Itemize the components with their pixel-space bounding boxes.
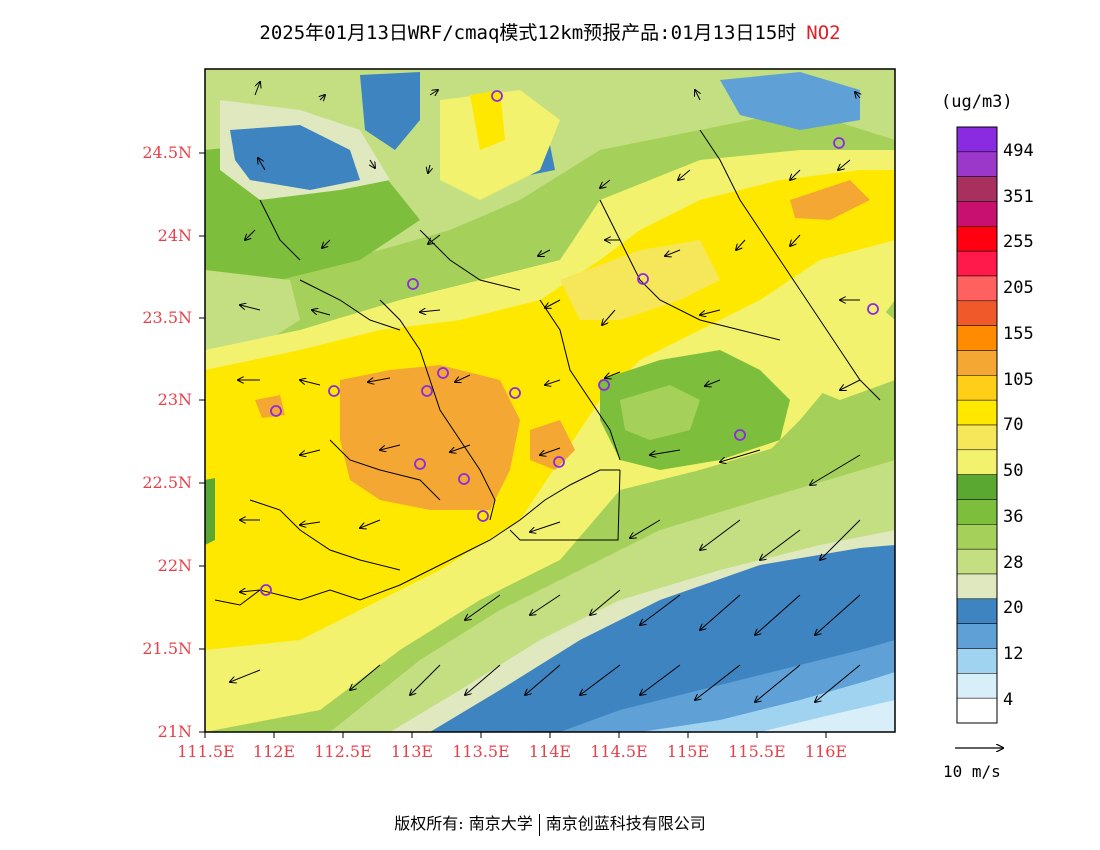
station-marker — [458, 473, 470, 485]
station-marker — [553, 456, 565, 468]
color-bar-swatch — [956, 524, 998, 550]
color-bar-swatch — [956, 226, 998, 252]
y-tick-label: 22N — [157, 556, 192, 575]
color-bar-swatch — [956, 623, 998, 649]
y-tick-label: 21N — [157, 722, 192, 741]
color-bar-swatch — [956, 648, 998, 674]
color-bar-swatch — [956, 449, 998, 475]
x-tick-label: 111.5E — [177, 742, 235, 761]
station-marker — [491, 90, 503, 102]
station-marker — [270, 405, 282, 417]
station-marker — [867, 303, 879, 315]
legend-label: 494 — [1003, 141, 1034, 161]
y-tick-label: 24.5N — [142, 143, 192, 162]
legend-label: 351 — [1003, 187, 1034, 207]
legend-label: 105 — [1003, 370, 1034, 390]
color-bar-swatch — [956, 176, 998, 202]
station-marker — [421, 385, 433, 397]
color-bar-swatch — [956, 151, 998, 177]
x-tick-label: 112E — [252, 742, 296, 761]
station-marker — [477, 510, 489, 522]
legend-label: 28 — [1003, 553, 1024, 573]
station-marker — [437, 367, 449, 379]
title-main: 2025年01月13日WRF/cmaq模式12km预报产品:01月13日15时 — [259, 22, 797, 44]
x-tick-label: 116E — [804, 742, 848, 761]
station-marker — [509, 387, 521, 399]
boundary-lines — [214, 129, 881, 606]
x-tick-label: 113.5E — [452, 742, 510, 761]
legend-label: 50 — [1003, 461, 1024, 481]
x-tick-label: 114.5E — [590, 742, 648, 761]
y-tick-label: 23.5N — [142, 308, 192, 327]
copyright-footer: 版权所有: 南京大学 南京创蓝科技有限公司 — [0, 810, 1100, 836]
color-bar-swatch — [956, 250, 998, 277]
color-bar-frame — [956, 126, 998, 724]
copyright-owner: 版权所有: 南京大学 — [394, 814, 533, 833]
color-bar-swatch — [956, 673, 998, 699]
legend-label: 70 — [1003, 415, 1024, 435]
station-marker — [598, 379, 610, 391]
color-bar-swatch — [956, 598, 998, 624]
legend-label: 12 — [1003, 644, 1024, 664]
footer-separator — [538, 813, 540, 836]
legend-label: 255 — [1003, 232, 1034, 252]
color-bar-swatch — [956, 499, 998, 525]
color-bar-swatch — [956, 548, 998, 575]
color-bar-swatch — [956, 350, 998, 376]
color-bar-swatch — [956, 697, 998, 724]
color-bar-swatch — [956, 126, 998, 153]
y-tick-label: 21.5N — [142, 639, 192, 658]
station-marker — [328, 385, 340, 397]
legend-label: 20 — [1003, 598, 1024, 618]
x-tick-label: 112.5E — [314, 742, 372, 761]
concentration-field — [205, 69, 895, 732]
station-marker — [414, 458, 426, 470]
legend-label: 155 — [1003, 324, 1034, 344]
copyright-company: 南京创蓝科技有限公司 — [545, 814, 706, 833]
y-tick-label: 24N — [157, 226, 192, 245]
color-bar-swatch — [956, 325, 998, 351]
pollutant-name: NO2 — [806, 22, 841, 44]
x-tick-label: 113E — [390, 742, 434, 761]
x-tick-label: 115.5E — [728, 742, 786, 761]
map-title: 2025年01月13日WRF/cmaq模式12km预报产品:01月13日15时 N… — [0, 18, 1100, 45]
station-marker — [833, 137, 845, 149]
wind-vectors — [230, 82, 860, 702]
color-bar-swatch — [956, 573, 998, 600]
station-marker — [260, 584, 272, 596]
color-bar-swatch — [956, 375, 998, 401]
station-marker — [637, 273, 649, 285]
legend-label: 36 — [1003, 507, 1024, 527]
color-bar-swatch — [956, 275, 998, 302]
legend-unit: (ug/m3) — [941, 92, 1013, 112]
color-bar-swatch — [956, 399, 998, 426]
reference-vector-label: 10 m/s — [943, 762, 1001, 781]
x-tick-label: 114E — [528, 742, 572, 761]
color-bar-swatch — [956, 424, 998, 451]
y-tick-label: 23N — [157, 390, 192, 409]
station-marker — [407, 278, 419, 290]
color-bar-swatch — [956, 201, 998, 227]
legend-label: 4 — [1003, 690, 1014, 710]
x-tick-label: 115E — [666, 742, 710, 761]
color-bar-swatch — [956, 474, 998, 500]
axis-ticks — [199, 152, 827, 738]
color-bar-swatch — [956, 300, 998, 326]
station-marker — [734, 429, 746, 441]
color-bar — [956, 126, 998, 724]
y-tick-label: 22.5N — [142, 473, 192, 492]
legend-label: 205 — [1003, 278, 1034, 298]
monitoring-stations — [260, 90, 879, 596]
